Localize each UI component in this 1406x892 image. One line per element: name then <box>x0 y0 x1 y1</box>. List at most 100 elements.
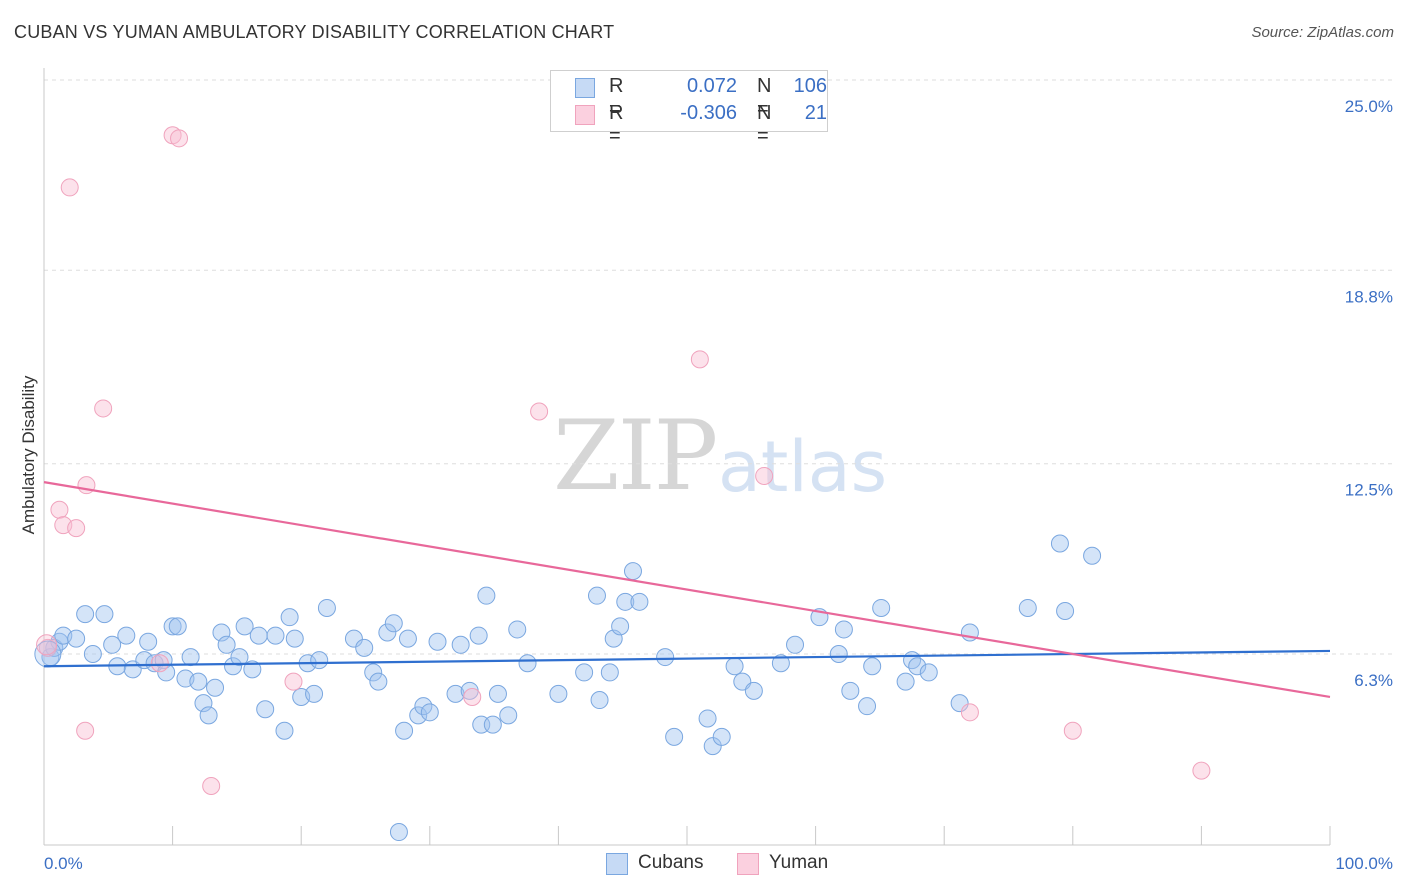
cubans-point <box>280 608 299 627</box>
cubans-point <box>428 632 447 651</box>
cubans-point <box>103 635 122 654</box>
cubans-point <box>139 632 158 651</box>
legend: R = 0.072 N = 106 R = -0.306 N = 21 <box>550 70 828 147</box>
cubans-point <box>712 727 731 746</box>
cubans-point <box>95 605 114 624</box>
yuman-point <box>1192 761 1211 780</box>
cubans-point <box>409 706 428 725</box>
cubans-point <box>698 709 717 728</box>
yuman-point <box>170 129 189 148</box>
cubans-point <box>305 684 324 703</box>
cubans-point <box>908 657 927 676</box>
x-tick-label: 100.0% <box>1335 854 1393 873</box>
cubans-point <box>477 586 496 605</box>
cubans-point <box>1056 602 1075 621</box>
yuman-point <box>67 519 86 538</box>
yuman-point <box>284 672 303 691</box>
cubans-point <box>243 660 262 679</box>
yuman-legend-label: Yuman <box>769 852 829 873</box>
cubans-point <box>168 617 187 636</box>
cubans-point <box>398 629 417 648</box>
cubans-point <box>483 715 502 734</box>
cubans-point <box>665 727 684 746</box>
grid-lines <box>44 79 1392 655</box>
cubans-point <box>317 598 336 617</box>
yuman-point <box>150 654 169 673</box>
cubans-point <box>224 657 243 676</box>
cubans-point <box>310 651 329 670</box>
cubans-point <box>841 681 860 700</box>
yuman-point <box>690 350 709 369</box>
cubans-point <box>206 678 225 697</box>
cubans-point <box>389 823 408 842</box>
cubans-point <box>266 626 285 645</box>
cubans-point <box>235 617 254 636</box>
data-points <box>34 126 1211 842</box>
cubans-point <box>1018 598 1037 617</box>
yuman-point <box>1063 721 1082 740</box>
cubans-point <box>1050 534 1069 553</box>
cubans-point <box>508 620 527 639</box>
chart-title: CUBAN VS YUMAN AMBULATORY DISABILITY COR… <box>14 22 615 42</box>
cubans-point <box>384 614 403 633</box>
cubans-point <box>181 648 200 667</box>
cubans-point <box>587 586 606 605</box>
yuman-point <box>755 466 774 485</box>
cubans-point <box>725 657 744 676</box>
yuman-trend-line <box>43 481 1331 699</box>
yuman-point <box>202 776 221 795</box>
cubans-point <box>499 706 518 725</box>
cubans-point <box>395 721 414 740</box>
cubans-point <box>771 654 790 673</box>
axes <box>43 68 1331 846</box>
cubans-point <box>575 663 594 682</box>
legend-n-label: N = <box>757 75 772 120</box>
x-tick-label: 0.0% <box>44 854 83 873</box>
yuman-point <box>36 634 58 656</box>
cubans-point <box>919 663 938 682</box>
cubans-point <box>451 635 470 654</box>
cubans-point <box>67 629 86 648</box>
cubans-point <box>623 562 642 581</box>
tick-labels: 6.3% 12.5% 18.8% 25.0% 0.0% 100.0% <box>44 97 1393 873</box>
yuman-point <box>50 500 69 519</box>
yuman-point <box>960 703 979 722</box>
cubans-point <box>249 626 268 645</box>
cubans-point <box>611 617 630 636</box>
yuman-point <box>530 402 549 421</box>
cubans-point <box>230 648 249 667</box>
legend-r-label: R = <box>609 75 624 120</box>
cubans-point <box>829 645 848 663</box>
yuman-point <box>60 178 79 197</box>
cubans-point <box>199 706 218 725</box>
cubans-point <box>549 684 568 703</box>
cubans-point <box>488 684 507 703</box>
cubans-point <box>630 592 649 611</box>
cubans-point <box>518 654 537 673</box>
yuman-point <box>76 721 95 740</box>
cubans-point <box>163 617 182 636</box>
cubans-point <box>834 620 853 639</box>
cubans-point <box>872 598 891 617</box>
cubans-point <box>786 635 805 654</box>
cubans-point <box>950 694 969 713</box>
cubans-point <box>469 626 488 645</box>
cubans-point <box>1083 546 1102 565</box>
y-axis-label: Ambulatory Disability <box>19 375 38 534</box>
trend-lines <box>43 481 1331 699</box>
cubans-legend-swatch <box>606 853 628 875</box>
yuman-point <box>94 399 113 418</box>
y-tick-label: 6.3% <box>1354 671 1393 690</box>
legend-r-label: R = <box>609 102 624 147</box>
cubans-point <box>656 648 675 667</box>
yuman-swatch <box>575 105 595 125</box>
y-tick-label: 12.5% <box>1345 481 1393 500</box>
legend-n-label: N = <box>757 102 772 147</box>
legend-r-value-yuman: -0.306 <box>680 102 737 124</box>
legend-n-value-cubans: 106 <box>793 75 827 97</box>
yuman-point <box>463 687 482 706</box>
cubans-point <box>378 623 397 642</box>
cubans-point <box>858 697 877 716</box>
y-tick-label: 25.0% <box>1345 97 1393 116</box>
